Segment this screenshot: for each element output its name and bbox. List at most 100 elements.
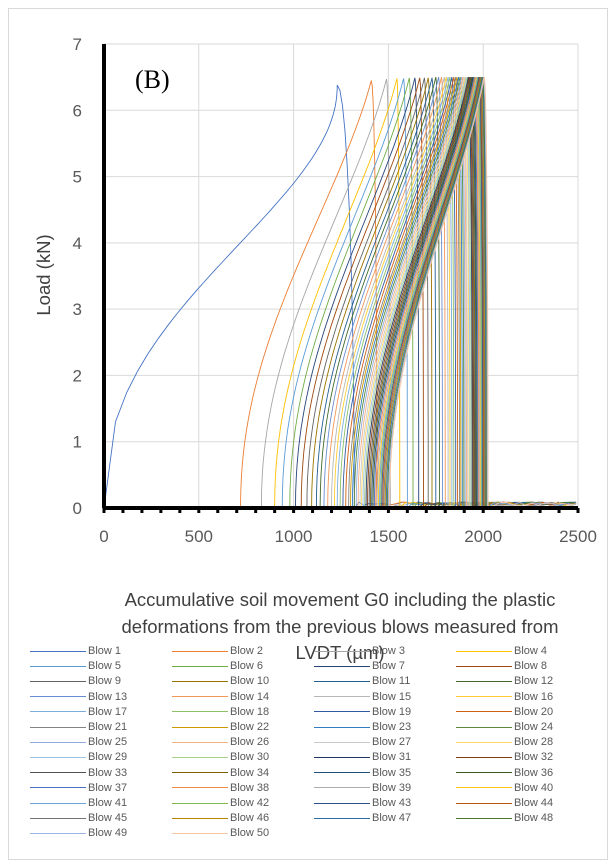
- legend-swatch: [456, 711, 512, 713]
- legend-item: Blow 2: [172, 645, 263, 657]
- legend-swatch: [314, 817, 370, 819]
- y-tick-label: 1: [73, 433, 82, 452]
- legend-label: Blow 12: [514, 675, 554, 688]
- legend-swatch: [314, 741, 370, 743]
- x-tick-label: 0: [99, 527, 108, 546]
- legend-item: Blow 37: [30, 782, 127, 794]
- x-axis-title-line-1: Accumulative soil movement G0 including …: [125, 589, 556, 610]
- legend-item: Blow 11: [314, 675, 410, 687]
- legend-item: Blow 10: [172, 675, 269, 687]
- legend-swatch: [314, 711, 370, 713]
- legend-label: Blow 21: [88, 721, 128, 733]
- legend-swatch: [172, 802, 228, 804]
- legend-label: Blow 1: [88, 645, 122, 657]
- legend-item: Blow 38: [172, 782, 269, 794]
- x-axis-title-line-3: LVDT (µm): [295, 642, 384, 663]
- x-axis-title-line-2: deformations from the previous blows mea…: [122, 616, 559, 637]
- legend-item: Blow 43: [314, 797, 411, 809]
- legend-swatch: [456, 650, 512, 652]
- x-axis-title: Accumulative soil movement G0 including …: [122, 589, 559, 663]
- legend-swatch: [314, 772, 370, 774]
- legend-item: Blow 30: [172, 751, 269, 763]
- legend-label: Blow 14: [230, 690, 270, 703]
- legend-label: Blow 9: [88, 675, 122, 688]
- legend-item: Blow 44: [456, 797, 553, 809]
- legend-swatch: [314, 650, 370, 652]
- legend-swatch: [172, 772, 228, 774]
- legend-swatch: [172, 832, 228, 834]
- legend-swatch: [172, 741, 228, 743]
- legend-swatch: [30, 787, 86, 789]
- legend-swatch: [314, 726, 370, 728]
- legend-label: Blow 31: [372, 751, 412, 764]
- series-line-blow-50: [388, 77, 577, 509]
- legend-label: Blow 30: [230, 751, 270, 764]
- legend-swatch: [172, 665, 228, 667]
- legend-swatch: [314, 756, 370, 758]
- legend-label: Blow 37: [88, 781, 128, 794]
- legend-swatch: [30, 696, 86, 698]
- legend-item: Blow 4: [456, 645, 547, 657]
- legend-swatch: [314, 696, 370, 698]
- legend-item: Blow 31: [314, 751, 411, 763]
- legend-swatch: [30, 772, 86, 774]
- series-line-blow-19: [342, 77, 535, 510]
- legend-item: Blow 25: [30, 736, 127, 748]
- legend-label: Blow 27: [372, 736, 412, 749]
- legend-item: Blow 8: [456, 660, 547, 672]
- legend-label: Blow 13: [88, 690, 128, 703]
- legend-item: Blow 34: [172, 767, 269, 779]
- legend-item: Blow 22: [172, 721, 269, 733]
- x-tick-label: 2500: [559, 527, 597, 546]
- legend-swatch: [456, 787, 512, 789]
- legend-label: Blow 22: [230, 721, 270, 733]
- legend-label: Blow 45: [88, 812, 128, 825]
- y-tick-label: 7: [73, 35, 82, 54]
- legend-item: Blow 47: [314, 812, 411, 824]
- legend-item: Blow 50: [172, 827, 269, 839]
- legend-item: Blow 32: [456, 751, 553, 763]
- legend-label: Blow 40: [514, 781, 554, 794]
- legend-label: Blow 34: [230, 766, 270, 779]
- legend-item: Blow 12: [456, 675, 553, 687]
- legend-label: Blow 29: [88, 751, 128, 764]
- legend-item: Blow 14: [172, 691, 269, 703]
- x-tick-label: 1500: [369, 527, 407, 546]
- legend-item: Blow 39: [314, 782, 411, 794]
- legend-label: Blow 43: [372, 797, 412, 809]
- legend-swatch: [30, 711, 86, 713]
- legend-swatch: [172, 650, 228, 652]
- legend-label: Blow 47: [372, 812, 412, 825]
- x-tick-label: 500: [185, 527, 213, 546]
- series-line-blow-3: [260, 78, 460, 509]
- legend-swatch: [314, 802, 370, 804]
- x-tick-label: 1000: [275, 527, 313, 546]
- legend-swatch: [456, 817, 512, 819]
- y-tick-label: 3: [73, 300, 82, 319]
- legend-swatch: [172, 817, 228, 819]
- series-layer: [103, 76, 577, 510]
- legend-swatch: [172, 696, 228, 698]
- series-line-blow-8: [300, 77, 496, 510]
- series-line-blow-5: [281, 78, 478, 510]
- y-axis-title: Load (kN): [33, 234, 54, 315]
- legend-label: Blow 18: [230, 705, 270, 718]
- legend-label: Blow 23: [372, 721, 412, 733]
- legend-label: Blow 42: [230, 797, 270, 809]
- legend-swatch: [314, 787, 370, 789]
- legend-label: Blow 50: [230, 827, 270, 840]
- legend-swatch: [172, 756, 228, 758]
- legend-item: Blow 23: [314, 721, 411, 733]
- legend-swatch: [30, 832, 86, 834]
- legend-item: Blow 29: [30, 751, 127, 763]
- legend-item: Blow 26: [172, 736, 269, 748]
- legend-swatch: [172, 680, 228, 682]
- legend-label: Blow 25: [88, 736, 128, 749]
- legend-item: Blow 16: [456, 691, 553, 703]
- legend-swatch: [456, 756, 512, 758]
- legend-swatch: [456, 696, 512, 698]
- legend-label: Blow 7: [372, 660, 406, 673]
- legend-item: Blow 48: [456, 812, 553, 824]
- legend-swatch: [456, 772, 512, 774]
- legend-item: Blow 1: [30, 645, 121, 657]
